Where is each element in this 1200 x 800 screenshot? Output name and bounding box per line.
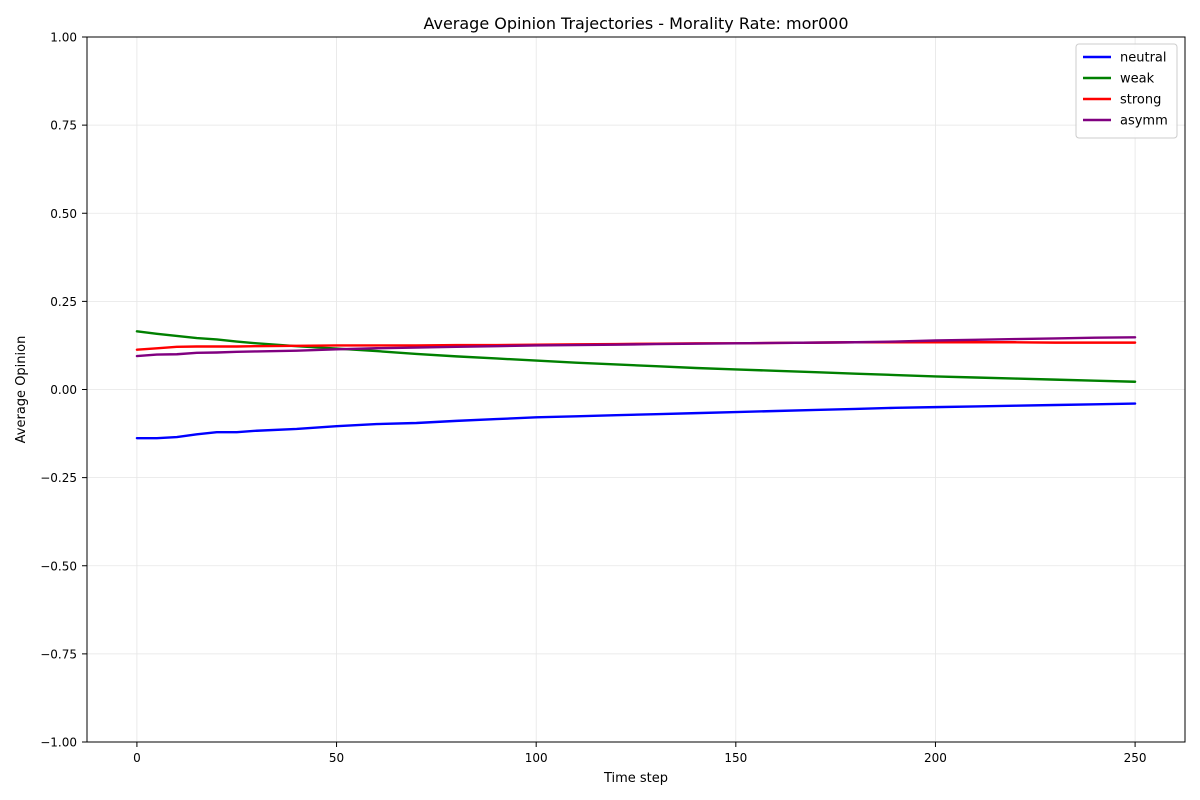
y-tick-label: 0.75 — [50, 119, 77, 133]
x-tick-label: 0 — [133, 751, 141, 765]
y-tick-label: −0.50 — [40, 559, 77, 573]
y-tick-label: 0.25 — [50, 295, 77, 309]
y-axis-title: Average Opinion — [14, 336, 29, 444]
series-line-weak — [135, 330, 1137, 383]
legend-label-weak: weak — [1120, 72, 1155, 87]
y-tick-label: −0.25 — [40, 471, 77, 485]
x-tick-label: 200 — [924, 751, 947, 765]
legend-label-asymm: asymm — [1120, 114, 1168, 129]
y-tick-label: 0.00 — [50, 383, 77, 397]
series-line-neutral — [135, 402, 1137, 440]
y-tick-label: 1.00 — [50, 31, 77, 45]
x-axis-title: Time step — [603, 771, 668, 786]
axis-ticks: 0 50 100 150 200 250 −1.00 −0.75 −0.50 −0.25 0.00 0… — [40, 31, 1146, 766]
x-tick-label: 50 — [329, 751, 344, 765]
y-tick-label: −0.75 — [40, 647, 77, 661]
y-tick-label: 0.50 — [50, 207, 77, 221]
x-tick-label: 150 — [724, 751, 747, 765]
legend-label-neutral: neutral — [1120, 51, 1167, 66]
plot-series — [135, 330, 1137, 440]
legend: neutral weak strong asymm — [1075, 43, 1178, 139]
series-line-asymm — [135, 336, 1137, 358]
grid-lines — [87, 36, 1185, 743]
chart-title: Average Opinion Trajectories - Morality … — [423, 14, 848, 33]
y-tick-label: −1.00 — [40, 736, 77, 750]
legend-box — [1075, 43, 1178, 139]
x-tick-label: 250 — [1124, 751, 1147, 765]
x-tick-label: 100 — [525, 751, 548, 765]
legend-label-strong: strong — [1120, 93, 1161, 108]
